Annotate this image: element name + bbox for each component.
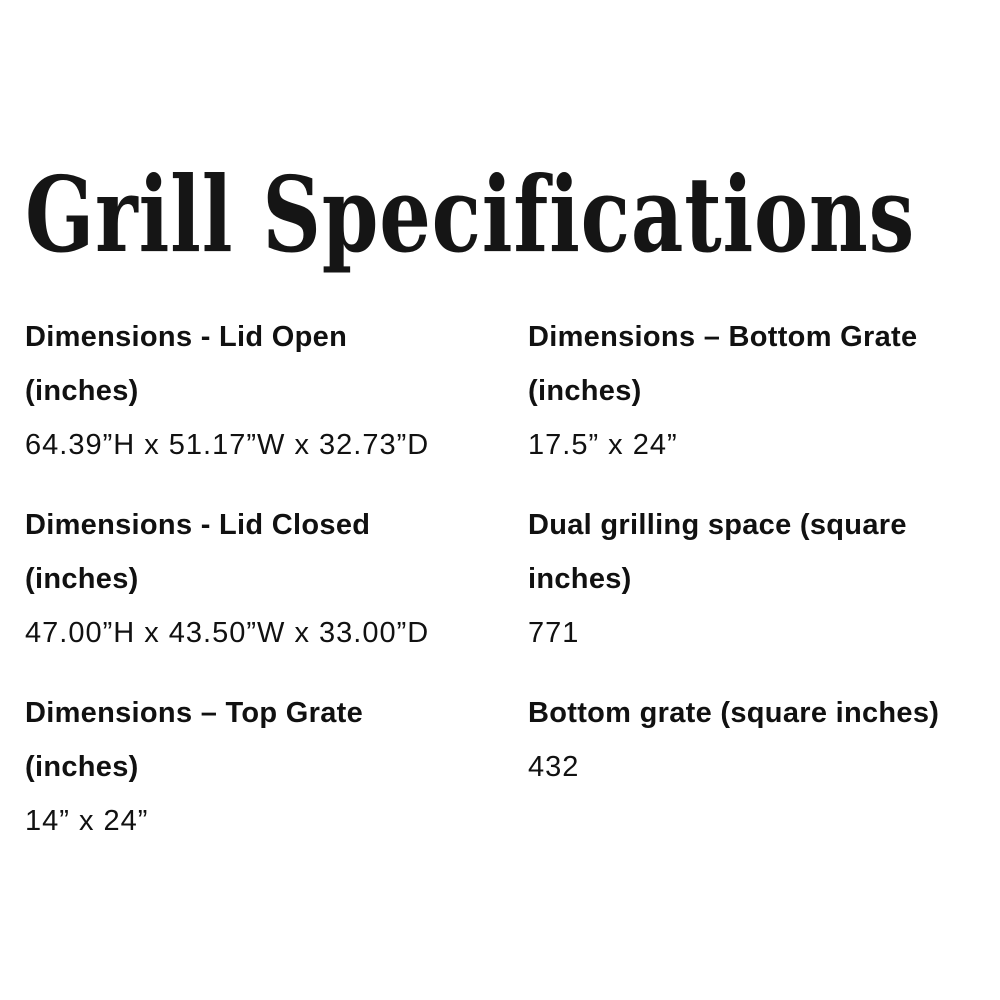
spec-value: 14” x 24” [25,805,149,837]
spec-value: 64.39”H x 51.17”W x 32.73”D [25,429,430,461]
spec-value: 432 [528,751,580,783]
spec-dual-grilling-space: Dual grilling space (square inches) 771 [528,498,998,660]
page-title: Grill Specifications [25,153,916,276]
spec-lid-open: Dimensions - Lid Open (inches) 64.39”H x… [25,310,495,472]
spec-label: Dimensions - Lid Closed [25,509,371,541]
spec-lid-closed: Dimensions - Lid Closed (inches) 47.00”H… [25,498,495,660]
spec-label: Dimensions - Lid Open [25,321,348,353]
spec-bottom-grate-area: Bottom grate (square inches) 432 [528,686,998,794]
spec-label: (inches) [528,375,642,407]
spec-label: inches) [528,563,632,595]
spec-label: Dimensions – Top Grate [25,697,364,729]
spec-bottom-grate: Dimensions – Bottom Grate (inches) 17.5”… [528,310,998,472]
spec-label: (inches) [25,563,139,595]
spec-label: (inches) [25,751,139,783]
spec-value: 17.5” x 24” [528,429,678,461]
spec-label: Bottom grate (square inches) [528,697,940,729]
spec-label: (inches) [25,375,139,407]
spec-top-grate: Dimensions – Top Grate (inches) 14” x 24… [25,686,495,848]
spec-label: Dimensions – Bottom Grate [528,321,918,353]
spec-label: Dual grilling space (square [528,509,907,541]
spec-value: 771 [528,617,580,649]
spec-value: 47.00”H x 43.50”W x 33.00”D [25,617,430,649]
